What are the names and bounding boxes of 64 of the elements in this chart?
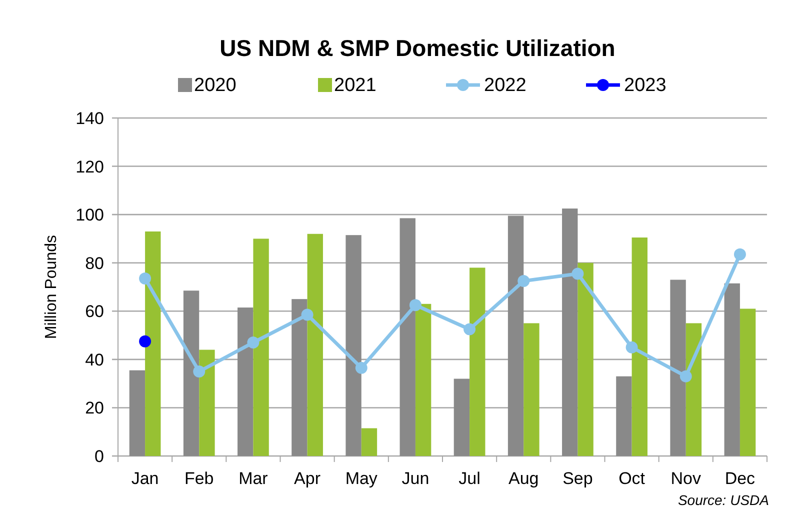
bar (361, 428, 378, 456)
x-tick-label: Jul (458, 469, 480, 488)
bar (724, 283, 740, 456)
point (139, 272, 152, 285)
bar (199, 350, 215, 456)
bar (454, 378, 470, 456)
x-tick-label: Mar (238, 469, 268, 488)
legend-label: 2021 (334, 75, 376, 96)
point (193, 366, 206, 378)
bar (670, 280, 686, 456)
legend-label: 2023 (624, 75, 666, 96)
bar (616, 376, 632, 456)
bar (415, 304, 432, 456)
bar (145, 231, 161, 456)
bar (129, 370, 146, 456)
bar (253, 238, 269, 456)
bar (346, 235, 362, 456)
x-tick-label: Jan (131, 469, 159, 488)
bar (470, 268, 486, 456)
y-axis-title: Million Pounds (43, 234, 60, 340)
bar (740, 308, 756, 456)
point (464, 323, 476, 336)
point (680, 370, 692, 382)
source-note: Source: USDA (678, 492, 769, 508)
bar (292, 299, 308, 456)
bar (400, 218, 416, 456)
bar (508, 216, 524, 456)
legend-label: 2020 (194, 75, 236, 96)
y-tick-label: 0 (94, 447, 104, 466)
legend-label: 2022 (484, 75, 526, 96)
y-tick-label: 100 (76, 206, 104, 225)
y-tick-label: 120 (76, 157, 104, 176)
x-tick-label: Nov (670, 469, 702, 488)
point (626, 341, 638, 354)
bar (307, 234, 323, 456)
point (734, 248, 746, 260)
x-tick-label: May (345, 469, 378, 488)
point (409, 299, 422, 312)
y-tick-label: 20 (85, 398, 104, 418)
bar (562, 208, 578, 456)
point (518, 274, 530, 287)
point (355, 362, 368, 374)
point (139, 335, 152, 348)
x-tick-label: Jun (402, 469, 430, 488)
bar (578, 262, 594, 456)
x-tick-label: Oct (618, 469, 646, 488)
point (247, 336, 260, 349)
bar (183, 290, 200, 456)
y-tick-label: 80 (85, 254, 104, 273)
y-tick-label: 140 (76, 109, 104, 128)
point (301, 308, 314, 321)
bar (524, 323, 540, 456)
y-tick-label: 40 (85, 350, 104, 370)
chart-title: US NDM & SMP Domestic Utilization (220, 35, 616, 61)
x-tick-label: Aug (508, 469, 539, 488)
point (572, 268, 584, 280)
x-tick-label: Feb (184, 469, 214, 488)
x-tick-label: Dec (724, 469, 756, 488)
x-tick-label: Sep (562, 469, 593, 488)
x-tick-label: Apr (294, 469, 321, 488)
bar (632, 238, 648, 456)
bar (686, 323, 702, 456)
y-tick-label: 60 (85, 302, 104, 322)
bar (238, 308, 254, 456)
